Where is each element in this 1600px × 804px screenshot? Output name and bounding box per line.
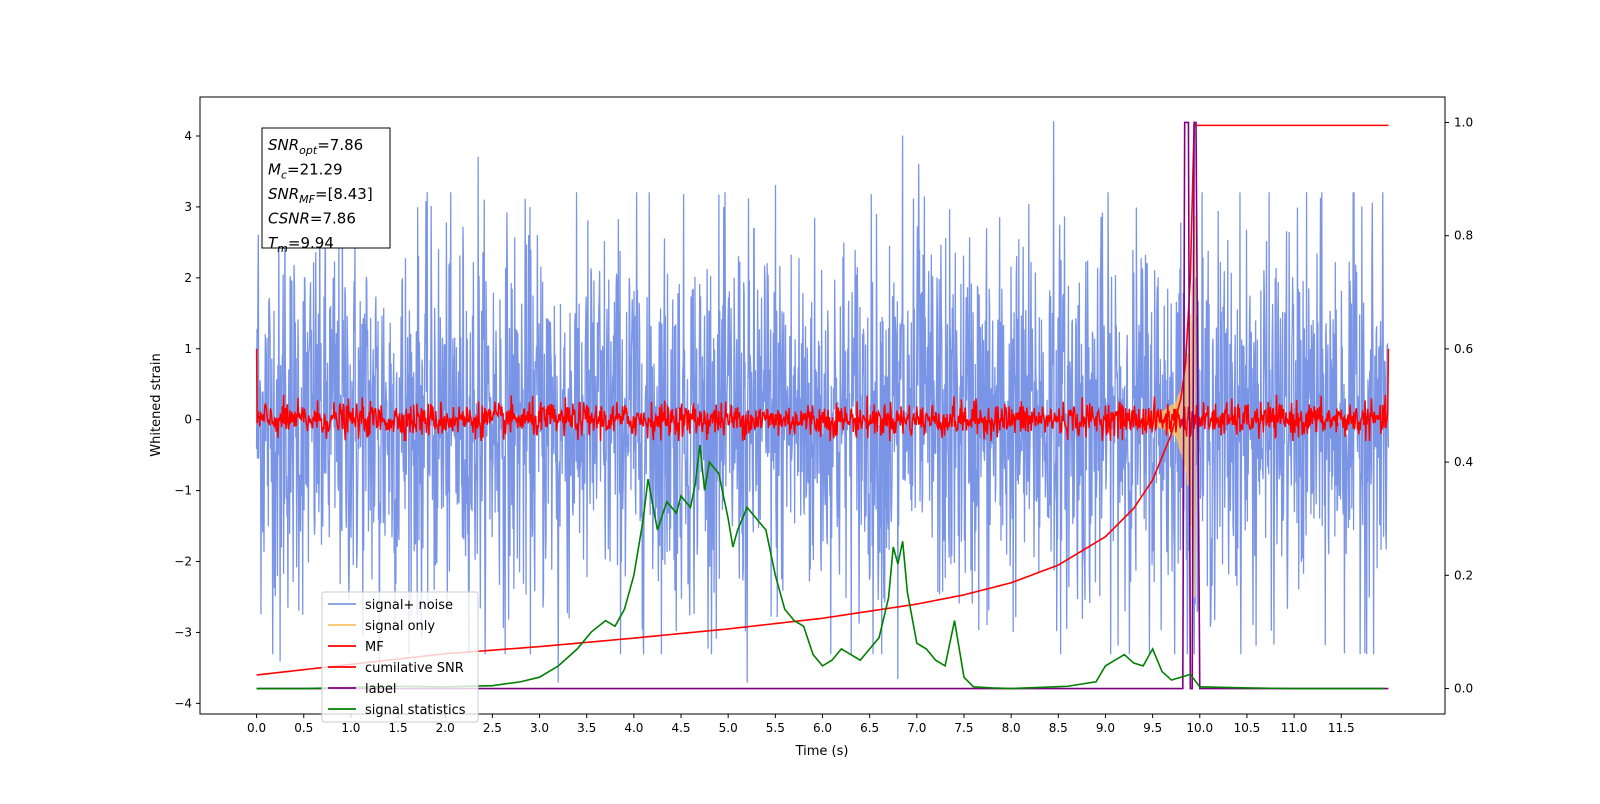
y-axis-right: 1.0 0.8 0.6 0.4 0.2 0.0 (1445, 115, 1473, 695)
y-axis-label: Whitened strain (149, 353, 164, 456)
x-tick-label: 2.0 (436, 721, 455, 735)
y-tick-label: −2 (174, 555, 192, 569)
legend-label: signal+ noise (365, 598, 453, 613)
y2-tick-label: 0.0 (1454, 682, 1473, 696)
x-tick-label: 8.0 (1002, 721, 1021, 735)
x-tick-label: 3.5 (577, 721, 596, 735)
legend-label: MF (365, 640, 384, 655)
x-tick-label: 7.5 (954, 721, 973, 735)
x-tick-label: 1.5 (389, 721, 408, 735)
info-box-line: SNRMF=[8.43] (268, 185, 373, 206)
x-tick-label: 10.0 (1186, 721, 1213, 735)
y-tick-label: −1 (174, 484, 192, 498)
x-tick-label: 5.0 (719, 721, 738, 735)
y2-tick-label: 0.6 (1454, 342, 1473, 356)
x-tick-label: 9.5 (1143, 721, 1162, 735)
info-box-line: Mc=21.29 (268, 161, 343, 182)
info-box-line: CSNR=7.86 (268, 210, 356, 228)
x-tick-label: 9.0 (1096, 721, 1115, 735)
x-tick-label: 1.0 (341, 721, 360, 735)
x-tick-label: 11.0 (1281, 721, 1308, 735)
x-tick-label: 5.5 (766, 721, 785, 735)
x-tick-label: 2.5 (483, 721, 502, 735)
x-axis-label: Time (s) (795, 744, 849, 759)
x-tick-label: 6.0 (813, 721, 832, 735)
y-tick-label: 0 (184, 413, 192, 427)
y2-tick-label: 0.8 (1454, 229, 1473, 243)
x-tick-label: 7.0 (907, 721, 926, 735)
y2-tick-label: 0.2 (1454, 568, 1473, 582)
x-tick-label: 11.5 (1328, 721, 1355, 735)
y-tick-label: −3 (174, 625, 192, 639)
y-tick-label: 3 (184, 200, 192, 214)
info-box: SNRopt=7.86Mc=21.29SNRMF=[8.43]CSNR=7.86… (262, 128, 390, 255)
y2-tick-label: 0.4 (1454, 455, 1473, 469)
legend: signal+ noise signal only MF cumilative SNR… (322, 592, 478, 722)
x-tick-label: 4.5 (671, 721, 690, 735)
x-tick-label: 8.5 (1049, 721, 1068, 735)
legend-label: signal statistics (365, 703, 466, 718)
legend-label: cumilative SNR (365, 661, 464, 676)
x-tick-label: 4.0 (624, 721, 643, 735)
legend-label: label (365, 682, 396, 697)
x-tick-label: 3.0 (530, 721, 549, 735)
legend-label: signal only (365, 619, 435, 634)
x-tick-label: 0.5 (294, 721, 313, 735)
y-tick-label: 1 (184, 342, 192, 356)
y-tick-label: 4 (184, 129, 192, 143)
y-axis-left: 4 3 2 1 0 −1 −2 −3 −4 (174, 129, 200, 710)
y-tick-label: 2 (184, 271, 192, 285)
x-tick-label: 0.0 (247, 721, 266, 735)
y-tick-label: −4 (174, 696, 192, 710)
x-tick-label: 10.5 (1234, 721, 1261, 735)
x-tick-label: 6.5 (860, 721, 879, 735)
y2-tick-label: 1.0 (1454, 115, 1473, 129)
